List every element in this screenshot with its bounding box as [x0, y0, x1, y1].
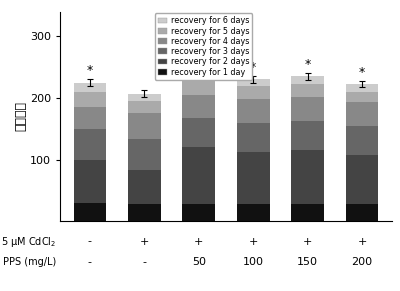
Bar [291, 150, 324, 204]
Bar [182, 73, 215, 81]
Bar [237, 152, 270, 204]
Bar [74, 129, 106, 159]
Legend: recovery for 6 days, recovery for 5 days, recovery for 4 days, recovery for 3 da: recovery for 6 days, recovery for 5 days… [154, 13, 252, 80]
Bar [74, 92, 106, 107]
Text: *: * [304, 58, 311, 71]
Bar [128, 170, 161, 204]
Text: 100: 100 [243, 257, 264, 267]
Text: PPS (mg/L): PPS (mg/L) [3, 257, 56, 267]
Text: +: + [194, 237, 204, 246]
Bar [291, 76, 324, 84]
Bar [237, 99, 270, 123]
Bar [237, 204, 270, 221]
Text: 200: 200 [352, 257, 373, 267]
Bar [237, 123, 270, 152]
Text: 5 μM CdCl$_2$: 5 μM CdCl$_2$ [1, 235, 56, 249]
Text: -: - [88, 257, 92, 267]
Bar [291, 204, 324, 221]
Text: +: + [357, 237, 367, 246]
Bar [128, 113, 161, 139]
Bar [128, 204, 161, 221]
Bar [182, 118, 215, 147]
Text: 50: 50 [192, 257, 206, 267]
Bar [182, 95, 215, 118]
Y-axis label: 总后代数: 总后代数 [14, 101, 27, 132]
Bar [346, 126, 378, 155]
Bar [182, 204, 215, 221]
Text: *: * [87, 64, 93, 77]
Text: +: + [140, 237, 149, 246]
Bar [128, 101, 161, 113]
Bar [291, 84, 324, 97]
Text: *: * [359, 66, 365, 79]
Bar [346, 204, 378, 221]
Bar [74, 83, 106, 92]
Bar [74, 159, 106, 203]
Text: +: + [248, 237, 258, 246]
Bar [291, 97, 324, 121]
Bar [346, 84, 378, 92]
Text: +: + [303, 237, 312, 246]
Bar [128, 94, 161, 101]
Bar [291, 121, 324, 150]
Bar [128, 139, 161, 170]
Text: -: - [88, 237, 92, 246]
Bar [74, 203, 106, 221]
Text: *: * [196, 54, 202, 67]
Bar [74, 107, 106, 129]
Bar [346, 155, 378, 204]
Bar [346, 92, 378, 102]
Bar [346, 102, 378, 126]
Text: 150: 150 [297, 257, 318, 267]
Bar [182, 147, 215, 204]
Bar [237, 86, 270, 99]
Bar [237, 79, 270, 86]
Bar [182, 81, 215, 95]
Text: -: - [142, 257, 146, 267]
Text: *: * [250, 61, 256, 74]
